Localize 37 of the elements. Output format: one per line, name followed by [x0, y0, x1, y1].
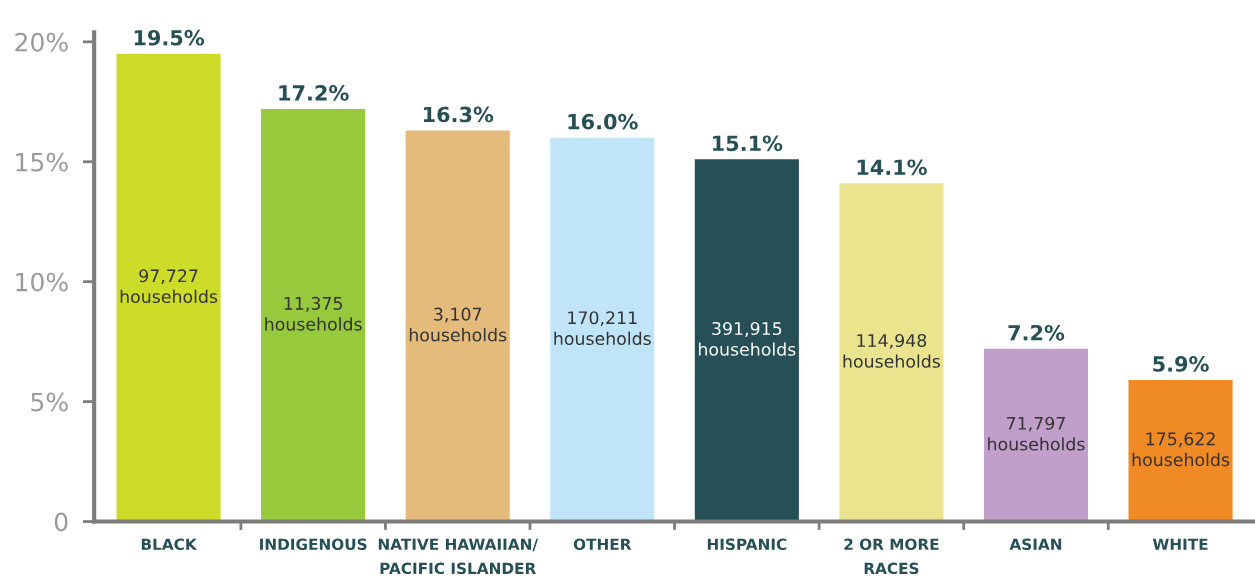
annotation: 175,622 households — [1132, 432, 1230, 467]
y-tick-label: 10% — [16, 272, 68, 292]
bar — [839, 183, 944, 522]
data-label: 16.0% — [568, 113, 638, 130]
bar — [1128, 380, 1233, 522]
x-tick-label: OTHER — [573, 538, 632, 551]
x-tick-label: BLACK — [141, 538, 198, 551]
x-tick-label: INDIGENOUS — [260, 538, 367, 551]
bar — [116, 53, 221, 522]
annotation: 391,915 households — [698, 321, 796, 356]
data-label: 5.9% — [1153, 356, 1209, 372]
annotation: 170,211 households — [554, 311, 651, 346]
annotation: 114,948 households — [843, 333, 940, 368]
annotation: 3,107 households — [409, 307, 507, 342]
data-label: 17.2% — [279, 85, 349, 101]
bar — [405, 130, 510, 522]
data-label: 7.2% — [1008, 324, 1065, 341]
data-label: 14.1% — [857, 159, 927, 176]
y-tick-label: 15% — [16, 152, 68, 172]
bar — [261, 108, 366, 522]
data-label: 19.5% — [134, 29, 205, 46]
y-tick-label: 20% — [15, 32, 68, 52]
y-tick-label: 0 — [54, 512, 68, 532]
bar — [694, 159, 799, 522]
x-tick-label: ASIAN — [1009, 538, 1062, 551]
y-tick-label: 5% — [31, 392, 68, 412]
data-label: 15.1% — [713, 135, 783, 152]
annotation: 11,375 households — [265, 296, 362, 331]
annotation: 71,797 households — [988, 416, 1085, 451]
x-tick-label: NATIVE HAWAIIAN/ PACIFIC ISLANDER — [378, 538, 539, 575]
annotation: 97,727 households — [120, 269, 218, 304]
bar — [983, 348, 1089, 522]
bar — [550, 137, 655, 522]
data-label: 16.3% — [423, 106, 494, 123]
x-tick-label: WHITE — [1152, 538, 1208, 550]
x-tick-label: 2 OR MORE RACES — [844, 538, 939, 575]
x-tick-label: HISPANIC — [707, 538, 787, 551]
